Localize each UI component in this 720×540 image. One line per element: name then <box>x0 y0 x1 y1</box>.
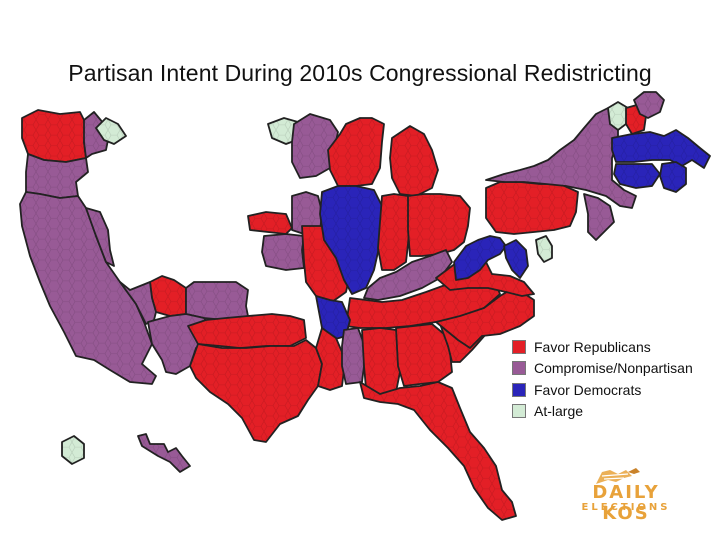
state-indiana <box>377 193 411 271</box>
logo-line1: DAILY KOS <box>592 482 660 524</box>
state-rhode-island <box>659 161 687 193</box>
state-kansas <box>261 233 305 271</box>
state-texture-louisiana <box>316 328 344 390</box>
state-nevada <box>85 207 115 267</box>
state-alaska <box>61 435 85 465</box>
state-texture-vermont <box>608 102 628 130</box>
state-pennsylvania <box>485 181 579 235</box>
state-texas <box>189 339 323 443</box>
state-texture-washington <box>22 110 86 162</box>
legend-label-compromise: Compromise/Nonpartisan <box>534 360 693 377</box>
state-texture-illinois <box>320 186 382 294</box>
state-texture-west-virginia <box>454 236 506 280</box>
state-texture-massachusetts <box>612 130 710 168</box>
state-texture-alaska <box>62 436 84 464</box>
state-texture-arizona <box>120 282 156 324</box>
legend-item-at-large: At-large <box>512 401 712 423</box>
state-delaware <box>535 235 553 263</box>
state-west-virginia <box>453 235 507 281</box>
state-texture-florida <box>360 382 516 520</box>
state-texture-michigan <box>390 126 438 196</box>
state-texture-mississippi <box>342 328 364 384</box>
legend-item-republican: Favor Republicans <box>512 336 712 358</box>
state-texture-new-jersey <box>584 194 614 240</box>
state-texture-oklahoma <box>188 314 306 348</box>
state-wisconsin <box>327 117 385 187</box>
state-texture-connecticut <box>614 164 660 188</box>
state-new-york <box>485 107 637 209</box>
state-texture-pennsylvania <box>486 182 578 234</box>
legend: Favor Republicans Compromise/Nonpartisan… <box>512 336 712 422</box>
state-nebraska <box>247 211 293 235</box>
state-texture-iowa <box>292 192 322 234</box>
state-new-jersey <box>583 193 615 241</box>
state-florida <box>359 381 517 521</box>
legend-swatch-democratic <box>512 382 526 397</box>
state-vermont <box>607 101 629 131</box>
state-texture-minnesota <box>292 114 338 178</box>
state-louisiana <box>315 327 345 391</box>
state-kentucky <box>363 249 453 301</box>
state-texture-indiana <box>378 194 410 270</box>
legend-item-compromise: Compromise/Nonpartisan <box>512 358 712 380</box>
legend-swatch-republican <box>512 339 526 354</box>
state-colorado <box>185 281 249 321</box>
state-texture-georgia <box>396 324 452 386</box>
state-texture-nevada <box>86 208 114 266</box>
map-title: Partisan Intent During 2010s Congression… <box>68 60 652 86</box>
legend-label-republican: Favor Republicans <box>534 338 651 355</box>
state-texture-rhode-island <box>660 162 686 192</box>
state-north-carolina <box>435 289 535 349</box>
state-texture-kentucky <box>364 250 452 300</box>
state-texture-utah <box>150 276 186 316</box>
state-hawaii <box>137 433 191 473</box>
state-texture-california <box>20 192 156 384</box>
legend-swatch-at-large <box>512 404 526 419</box>
state-texture-montana <box>96 118 126 144</box>
state-mississippi <box>341 327 365 385</box>
state-washington <box>21 109 87 163</box>
legend-swatch-compromise <box>512 361 526 376</box>
state-texture-oregon <box>26 154 88 198</box>
states-layer <box>19 91 711 521</box>
daily-kos-elections-logo: DAILY KOS ELECTIONS <box>566 466 686 524</box>
state-texture-kansas <box>262 234 304 270</box>
state-texture-delaware <box>536 236 552 262</box>
state-maryland <box>503 239 529 279</box>
state-michigan <box>389 125 439 197</box>
state-texture-hawaii <box>138 434 190 472</box>
state-illinois <box>319 185 383 295</box>
state-texture-maryland <box>504 240 528 278</box>
state-texture-wisconsin <box>328 118 384 186</box>
state-oklahoma <box>187 313 307 349</box>
state-texture-nebraska <box>248 212 292 234</box>
state-ohio <box>407 193 471 257</box>
state-texture-new-york <box>486 108 636 208</box>
state-utah <box>149 275 187 317</box>
flag-bird-icon <box>596 468 640 484</box>
state-texture-alabama <box>362 328 400 394</box>
state-texture-texas <box>190 340 322 442</box>
state-texture-colorado <box>186 282 248 320</box>
legend-item-democratic: Favor Democrats <box>512 379 712 401</box>
state-minnesota <box>291 113 339 179</box>
state-montana <box>95 117 127 145</box>
state-maine <box>633 91 665 119</box>
state-connecticut <box>613 163 661 189</box>
legend-label-democratic: Favor Democrats <box>534 381 642 398</box>
state-georgia <box>395 323 453 387</box>
logo-line2: ELECTIONS <box>581 502 671 513</box>
state-massachusetts <box>611 129 711 169</box>
state-oregon <box>25 153 89 199</box>
state-texture-north-carolina <box>436 290 534 348</box>
state-alabama <box>361 327 401 395</box>
state-texture-ohio <box>408 194 470 256</box>
legend-label-at-large: At-large <box>534 403 584 420</box>
state-texture-maine <box>634 92 664 118</box>
